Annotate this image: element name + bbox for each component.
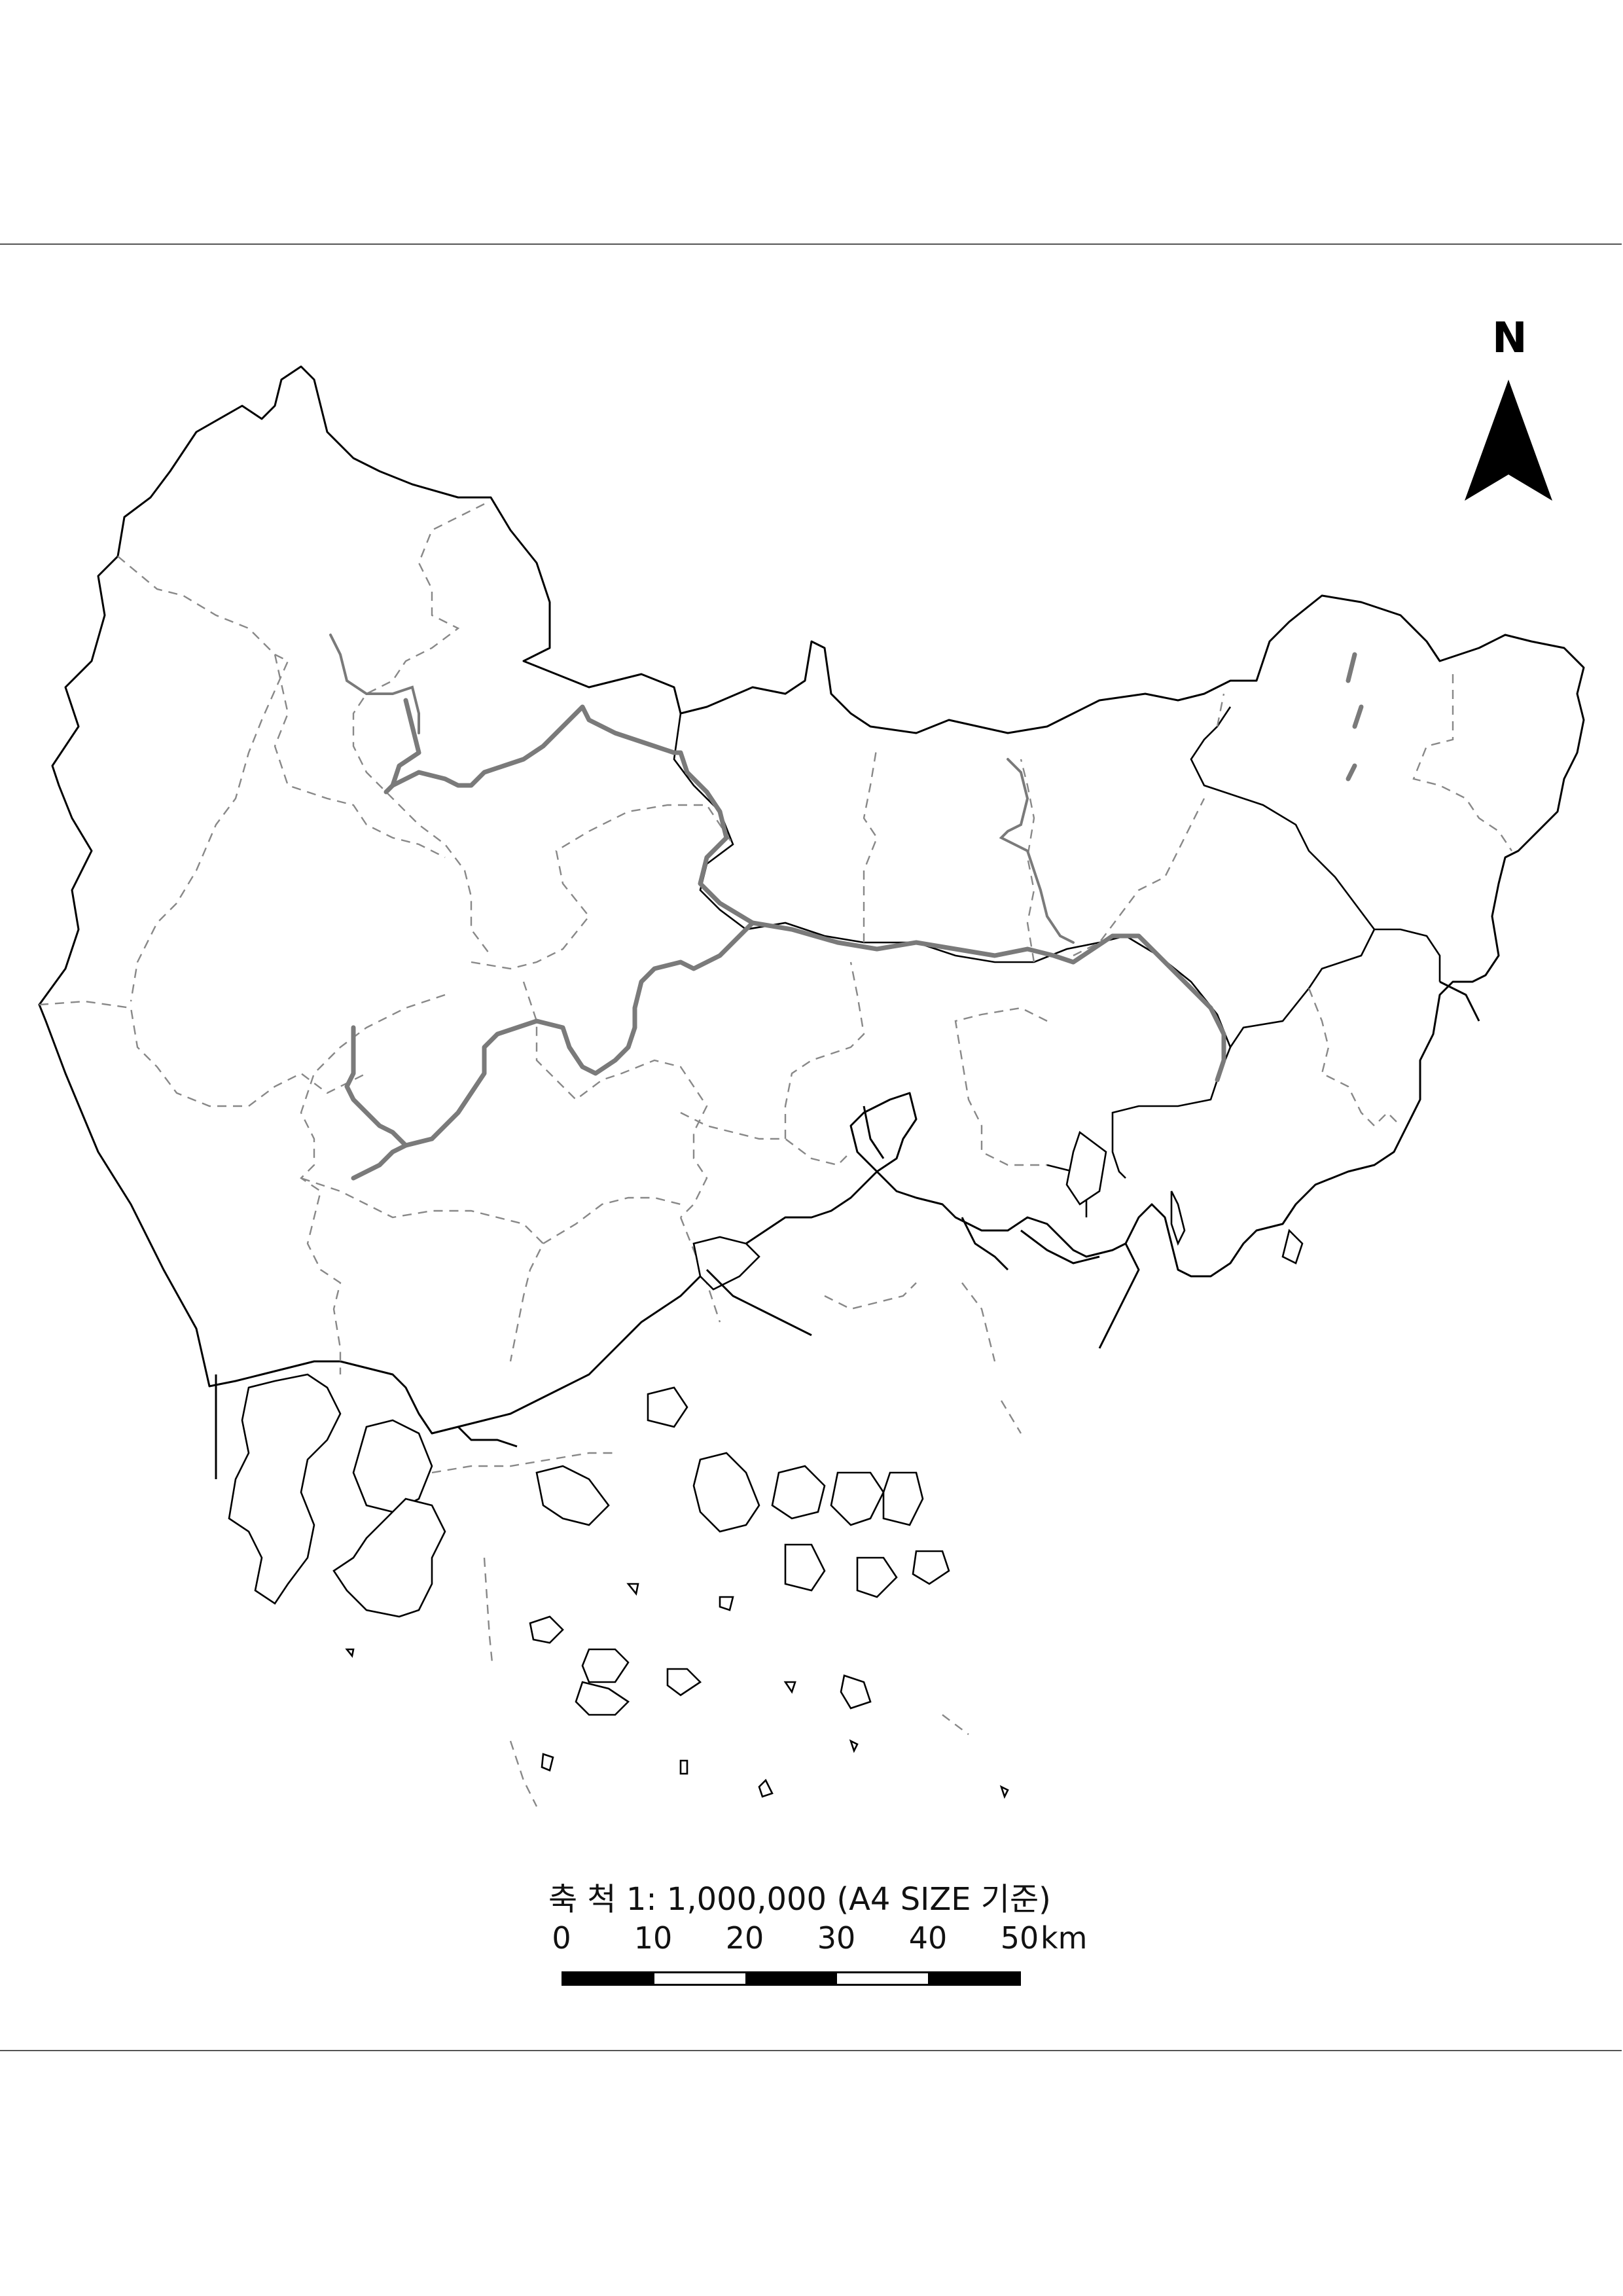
scale-title: 축 척 1: 1,000,000 (A4 SIZE 기준) [548, 1881, 1051, 1918]
scale-bar-segment [745, 1973, 837, 1984]
scale-bar [562, 1971, 1021, 1986]
scale-bar-segment [927, 1973, 1020, 1984]
north-label: N [1492, 314, 1527, 363]
scale-unit: km [1041, 1920, 1088, 1956]
scale-bar-segment [563, 1973, 655, 1984]
province-boundary-east [1374, 928, 1441, 982]
scale-bar-segment [836, 1973, 928, 1984]
map-frame [0, 243, 1622, 2051]
outer-boundary [38, 365, 1585, 1435]
scale-bar-segment [654, 1973, 746, 1984]
scale-tick-30: 30 [817, 1920, 856, 1956]
north-arrow-icon [1465, 380, 1552, 501]
scale-tick-50: 50 [1000, 1920, 1039, 1956]
scale-tick-10: 10 [633, 1920, 673, 1956]
islands [228, 1130, 1304, 1799]
province-boundary [673, 706, 1376, 1049]
scale-tick-40: 40 [908, 1920, 948, 1956]
district-boundaries [39, 503, 1512, 1807]
scale-tick-20: 20 [725, 1920, 764, 1956]
coastline-details [215, 980, 1480, 1479]
scale-tick-0: 0 [552, 1920, 571, 1956]
rivers [329, 634, 1364, 1181]
